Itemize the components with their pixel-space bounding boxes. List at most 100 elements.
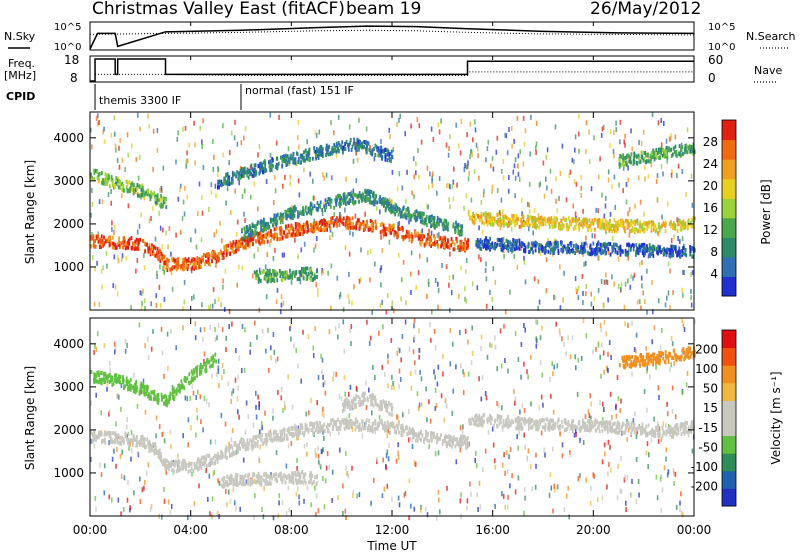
scatter-cell: [345, 450, 347, 456]
data-cell: [538, 225, 540, 230]
data-cell: [521, 221, 523, 225]
scatter-cell: [425, 386, 427, 392]
data-cell: [281, 155, 284, 159]
data-cell: [169, 267, 171, 272]
scatter-cell: [430, 126, 433, 132]
data-cell: [371, 148, 374, 153]
scatter-cell: [186, 150, 188, 156]
data-cell: [374, 197, 377, 202]
scatter-cell: [651, 112, 654, 118]
scatter-cell: [283, 252, 285, 258]
data-cell: [124, 246, 127, 251]
data-cell: [241, 236, 243, 241]
scatter-cell: [440, 393, 443, 399]
data-cell: [528, 250, 530, 254]
scatter-cell: [91, 187, 93, 193]
data-cell: [241, 227, 243, 232]
data-cell: [164, 198, 166, 203]
scatter-cell: [330, 120, 332, 126]
data-cell: [292, 229, 295, 234]
scatter-cell: [351, 427, 354, 433]
data-cell: [623, 225, 626, 230]
data-cell: [156, 194, 158, 199]
data-cell: [136, 193, 139, 198]
scatter-cell: [136, 258, 139, 264]
scatter-cell: [489, 289, 491, 295]
data-cell: [544, 222, 547, 227]
data-cell: [387, 228, 390, 233]
scatter-cell: [163, 296, 166, 302]
scatter-cell: [641, 283, 643, 289]
data-cell: [692, 216, 695, 221]
scatter-cell: [502, 493, 505, 499]
scatter-cell: [471, 152, 473, 158]
data-cell: [235, 174, 237, 179]
data-cell: [260, 161, 263, 166]
scatter-cell: [526, 369, 528, 375]
data-cell: [268, 164, 271, 169]
data-cell: [459, 229, 462, 234]
data-cell: [674, 246, 677, 251]
scatter-cell: [399, 377, 402, 382]
nave-ytick-bottom: 0: [708, 71, 716, 85]
scatter-cell: [625, 507, 627, 513]
scatter-cell: [186, 264, 188, 270]
data-cell: [489, 218, 491, 223]
data-cell: [691, 254, 694, 259]
data-cell: [134, 243, 137, 248]
scatter-cell: [170, 270, 173, 275]
data-cell: [477, 242, 480, 247]
scatter-cell: [306, 485, 309, 491]
scatter-cell: [194, 228, 197, 234]
data-cell: [315, 221, 317, 226]
scatter-cell: [187, 442, 189, 448]
scatter-cell: [240, 140, 243, 146]
scatter-cell: [477, 153, 479, 159]
scatter-cell: [643, 211, 645, 217]
scatter-cell: [342, 483, 344, 489]
scatter-cell: [114, 344, 117, 350]
scatter-cell: [102, 265, 104, 271]
scatter-cell: [627, 322, 629, 328]
scatter-cell: [214, 439, 217, 445]
data-cell: [690, 144, 693, 149]
scatter-cell: [259, 429, 261, 435]
data-cell: [405, 229, 408, 234]
velocity-plot: [90, 318, 696, 521]
scatter-cell: [449, 184, 451, 190]
data-cell: [487, 220, 490, 225]
scatter-cell: [491, 189, 493, 194]
data-cell: [179, 264, 182, 269]
scatter-cell: [314, 448, 317, 454]
data-cell: [260, 240, 263, 245]
scatter-cell: [509, 483, 511, 489]
data-cell: [643, 250, 645, 255]
data-cell: [501, 248, 504, 253]
scatter-cell: [655, 178, 658, 184]
scatter-cell: [655, 364, 657, 370]
data-cell: [400, 211, 403, 215]
scatter-cell: [633, 347, 636, 352]
data-cell: [225, 252, 228, 257]
data-cell: [604, 251, 607, 256]
data-cell: [616, 243, 618, 248]
scatter-cell: [647, 173, 650, 179]
data-cell: [452, 224, 455, 229]
scatter-cell: [313, 195, 315, 201]
data-cell: [286, 162, 289, 166]
scatter-cell: [590, 186, 593, 192]
nsky-ytick-top: 10^5: [54, 22, 81, 33]
data-cell: [592, 241, 595, 246]
data-cell: [572, 243, 575, 248]
data-cell: [118, 236, 120, 241]
data-cell: [180, 264, 183, 269]
data-cell: [621, 160, 624, 165]
data-cell: [385, 226, 388, 231]
scatter-cell: [462, 424, 464, 430]
scatter-cell: [274, 247, 276, 253]
scatter-cell: [691, 448, 694, 454]
data-cell: [349, 225, 352, 230]
data-cell: [539, 221, 542, 226]
scatter-cell: [334, 218, 337, 224]
data-cell: [433, 224, 436, 228]
